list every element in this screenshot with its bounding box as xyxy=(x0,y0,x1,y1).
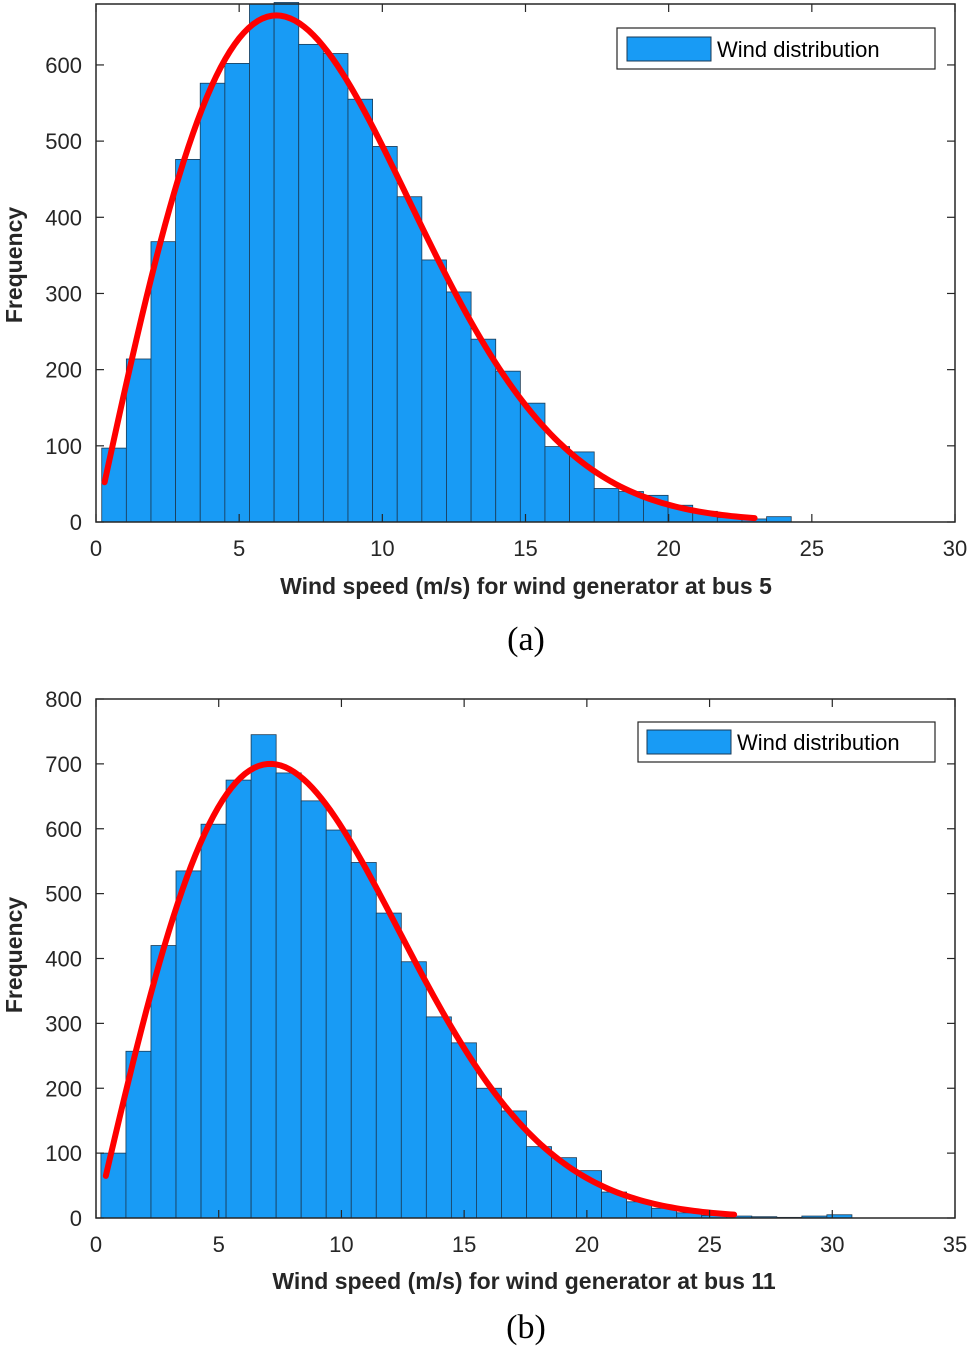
chart-b-xtick-label: 5 xyxy=(213,1232,225,1257)
chart-b-xtick-label: 20 xyxy=(575,1232,599,1257)
chart-a-bar-3 xyxy=(175,158,201,523)
chart-a-bar-7 xyxy=(273,2,300,523)
chart-a-bar-20 xyxy=(593,488,620,523)
chart-b-fit-curve xyxy=(102,760,738,1218)
chart-b-ytick-label: 700 xyxy=(45,752,82,777)
chart-b-bar-15 xyxy=(476,1087,502,1219)
chart-a-xtick-label: 25 xyxy=(800,536,824,561)
chart-b-xtick-label: 0 xyxy=(90,1232,102,1257)
chart-a-bar-18 xyxy=(544,446,570,523)
chart-a-bar-14 xyxy=(446,291,472,523)
chart-b-legend-swatch xyxy=(646,729,732,755)
chart-b-ytick-label: 400 xyxy=(45,947,82,972)
chart-a-bar-19 xyxy=(569,451,595,523)
chart-b-ytick-label: 200 xyxy=(45,1076,82,1101)
chart-a-ytick-label: 100 xyxy=(45,434,82,459)
chart-a-bar-11 xyxy=(372,146,398,523)
chart-a-bar-9 xyxy=(322,53,349,523)
chart-b-ylabel: Frequency xyxy=(1,897,27,1014)
chart-a-bar-27 xyxy=(766,516,792,523)
chart-b-bar-6 xyxy=(250,734,277,1219)
chart-b-ytick-label: 600 xyxy=(45,817,82,842)
chart-b-ytick-label: 800 xyxy=(45,687,82,712)
chart-b-ytick-label: 0 xyxy=(70,1206,82,1231)
chart-b-ytick-label: 300 xyxy=(45,1011,82,1036)
chart-a-bar-0 xyxy=(101,447,127,523)
chart-a-ytick-label: 200 xyxy=(45,358,82,383)
chart-a-ytick-label: 400 xyxy=(45,205,82,230)
chart-b-xtick-label: 35 xyxy=(943,1232,967,1257)
chart-a-xtick-label: 0 xyxy=(90,536,102,561)
chart-a-bar-5 xyxy=(224,63,250,523)
chart-b-xtick-label: 15 xyxy=(452,1232,476,1257)
chart-a-xlabel: Wind speed (m/s) for wind generator at b… xyxy=(280,573,772,599)
chart-b-bar-10 xyxy=(350,862,377,1219)
chart-a-ytick-label: 600 xyxy=(45,53,82,78)
chart-a-bar-15 xyxy=(470,338,497,523)
chart-b-bars xyxy=(100,734,853,1219)
chart-b-bar-9 xyxy=(325,829,352,1219)
chart-b: 0 5 10 15 20 25 30 350100200300400500600700800 … xyxy=(1,687,967,1346)
chart-a-bar-8 xyxy=(298,43,324,523)
chart-b-xtick-label: 10 xyxy=(329,1232,353,1257)
chart-a-ytick-label: 500 xyxy=(45,129,82,154)
chart-a-ytick-label: 300 xyxy=(45,281,82,306)
chart-b-bar-5 xyxy=(225,779,252,1219)
chart-a-legend-label: Wind distribution xyxy=(717,37,880,62)
chart-b-bar-17 xyxy=(526,1146,552,1219)
chart-b-bar-12 xyxy=(400,961,427,1219)
chart-a-legend: Wind distribution xyxy=(616,27,936,70)
chart-a-bar-1 xyxy=(125,358,152,523)
chart-b-bar-14 xyxy=(450,1042,477,1219)
chart-b-ytick-label: 100 xyxy=(45,1141,82,1166)
chart-b-xlabel: Wind speed (m/s) for wind generator at b… xyxy=(272,1268,776,1294)
chart-b-bar-3 xyxy=(175,870,202,1219)
chart-b-bar-11 xyxy=(375,912,402,1219)
chart-b-caption: (b) xyxy=(506,1309,546,1346)
chart-a-xtick-label: 10 xyxy=(370,536,394,561)
chart-a-bar-2 xyxy=(150,241,177,523)
chart-b-bar-13 xyxy=(425,1016,452,1219)
chart-b-xtick-label: 25 xyxy=(697,1232,721,1257)
chart-a-bar-4 xyxy=(199,82,226,523)
chart-a-bar-12 xyxy=(396,196,423,523)
chart-a-xtick-label: 30 xyxy=(943,536,967,561)
chart-a-xtick-label: 5 xyxy=(233,536,245,561)
chart-b-legend: Wind distribution xyxy=(637,721,936,763)
chart-a-legend-swatch xyxy=(626,36,712,62)
chart-a-bar-13 xyxy=(421,259,447,523)
chart-b-bar-8 xyxy=(300,800,327,1219)
chart-a-bar-6 xyxy=(249,3,275,523)
chart-a-xtick-label: 15 xyxy=(513,536,537,561)
chart-a-caption: (a) xyxy=(507,621,545,658)
chart-a-xtick-label: 20 xyxy=(656,536,680,561)
chart-a-bar-10 xyxy=(347,98,373,523)
chart-b-bar-0 xyxy=(100,1152,127,1219)
chart-a-ytick-label: 0 xyxy=(70,510,82,535)
chart-b-legend-label: Wind distribution xyxy=(737,730,900,755)
chart-b-bar-7 xyxy=(275,772,302,1219)
chart-a-ylabel: Frequency xyxy=(1,207,27,324)
chart-a-bars xyxy=(101,2,792,523)
chart-b-bar-4 xyxy=(200,823,227,1219)
chart-b-ytick-label: 500 xyxy=(45,882,82,907)
chart-a-fit-curve xyxy=(101,12,758,522)
chart-b-xtick-label: 30 xyxy=(820,1232,844,1257)
chart-b-ticks: 0 5 10 15 20 25 30 35 0 100 200 300 400 500 600 700 800 xyxy=(45,687,967,1257)
